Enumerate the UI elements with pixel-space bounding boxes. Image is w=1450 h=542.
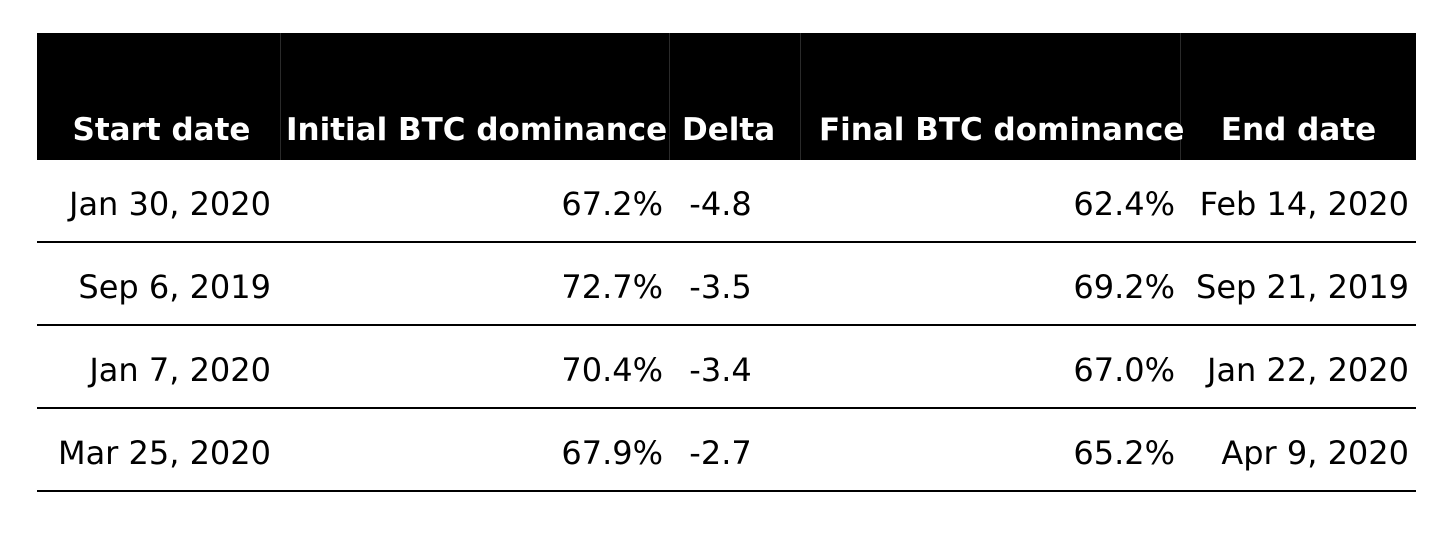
table-row: Jan 7, 2020 70.4% -3.4 67.0% Jan 22, 202… [37, 326, 1416, 409]
cell-final-btc-dominance: 67.0% [1073, 350, 1175, 389]
cell-final-btc-dominance: 62.4% [1073, 184, 1175, 223]
cell-start-date: Jan 30, 2020 [69, 184, 271, 223]
cell-initial-btc-dominance: 70.4% [561, 350, 663, 389]
cell-final-btc-dominance: 65.2% [1073, 433, 1175, 472]
cell-delta: -4.8 [689, 184, 752, 223]
cell-initial-btc-dominance: 67.9% [561, 433, 663, 472]
cell-delta: -2.7 [689, 433, 752, 472]
cell-delta: -3.4 [689, 350, 752, 389]
table-row: Sep 6, 2019 72.7% -3.5 69.2% Sep 21, 201… [37, 243, 1416, 326]
cell-delta: -3.5 [689, 267, 752, 306]
header-final-btc-dominance: Final BTC dominance [801, 33, 1184, 160]
cell-end-date: Sep 21, 2019 [1196, 267, 1409, 306]
cell-initial-btc-dominance: 67.2% [561, 184, 663, 223]
cell-end-date: Jan 22, 2020 [1207, 350, 1409, 389]
cell-start-date: Mar 25, 2020 [57, 433, 271, 472]
header-end-date: End date [1220, 112, 1377, 148]
cell-initial-btc-dominance: 72.7% [561, 267, 663, 306]
header-start-date: Start date [37, 33, 281, 160]
table-row: Jan 30, 2020 67.2% -4.8 62.4% Feb 14, 20… [37, 160, 1416, 243]
header-delta: Delta [670, 33, 801, 160]
cell-start-date: Sep 6, 2019 [78, 267, 271, 306]
cell-end-date: Feb 14, 2020 [1199, 184, 1409, 223]
table-row: Mar 25, 2020 67.9% -2.7 65.2% Apr 9, 202… [37, 409, 1416, 492]
header-initial-btc-dominance: Initial BTC dominance [281, 33, 670, 160]
table-header-row: Start date Initial BTC dominance Delta F… [37, 33, 1416, 160]
cell-end-date: Apr 9, 2020 [1221, 433, 1409, 472]
cell-start-date: Jan 7, 2020 [89, 350, 271, 389]
cell-final-btc-dominance: 69.2% [1073, 267, 1175, 306]
btc-dominance-table: Start date Initial BTC dominance Delta F… [37, 33, 1416, 492]
